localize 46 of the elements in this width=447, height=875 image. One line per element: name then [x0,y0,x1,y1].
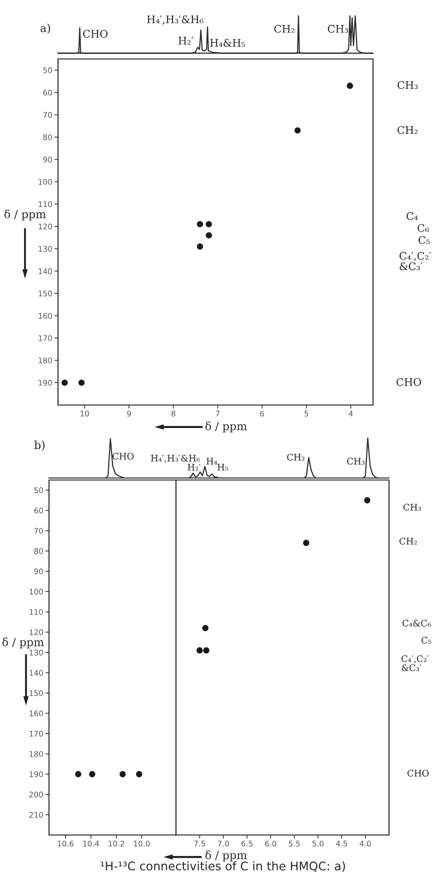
text: C₅ [422,636,432,644]
text: CH₂ [398,126,418,134]
text: CHO [396,378,422,386]
annotation: CH₃ [347,458,365,465]
text: C₅ [418,236,430,244]
y-axis-title: δ / ppm [4,210,46,220]
point [364,497,370,504]
annotation: H₄′,H₃′&H₆ [151,454,200,463]
text: a) [40,24,50,34]
annotation: CH₂ [287,454,304,461]
annotation: CH₃ [328,24,348,33]
text: CH₃ [398,81,418,90]
y-axis-title: δ / ppm [2,638,44,648]
point [294,127,301,134]
chart-title: b) [34,440,45,451]
point [346,82,354,89]
annotation: CH₂ [274,24,294,33]
text: CH₂ [400,538,417,545]
point [206,221,212,228]
point [62,380,68,386]
text: C₄ [406,212,418,220]
annotation: H₄ [206,458,218,465]
text: C₆ [418,224,429,232]
annotation: H₂′ [188,464,201,471]
text: CHO [408,770,429,777]
annotation: H₄&H₅ [210,38,245,47]
point [203,647,210,654]
point [202,624,208,632]
point [196,647,203,654]
text: C₄&C₆ [402,620,431,627]
annotation: H₅ [218,464,228,471]
annotation: H₂′ [178,36,194,45]
annotation: CHO [83,30,108,38]
text: C₄′,C₂′ &C₃′ [400,252,432,270]
point [303,540,310,546]
annotation: CHO [112,452,134,460]
point [196,243,204,250]
text: CH₃ [404,504,421,511]
point [78,380,85,386]
x-axis-title: δ / ppm [205,850,247,862]
text: ¹H-¹³C connectivities of C in the HMQC: a) [100,861,345,872]
point [196,221,204,228]
x-axis-title: δ / ppm [205,422,247,432]
point [206,232,212,238]
text: C₄′,C₂′ &C₃′ [402,655,429,672]
annotation: H₄′,H₃′&H₆ [147,15,204,25]
